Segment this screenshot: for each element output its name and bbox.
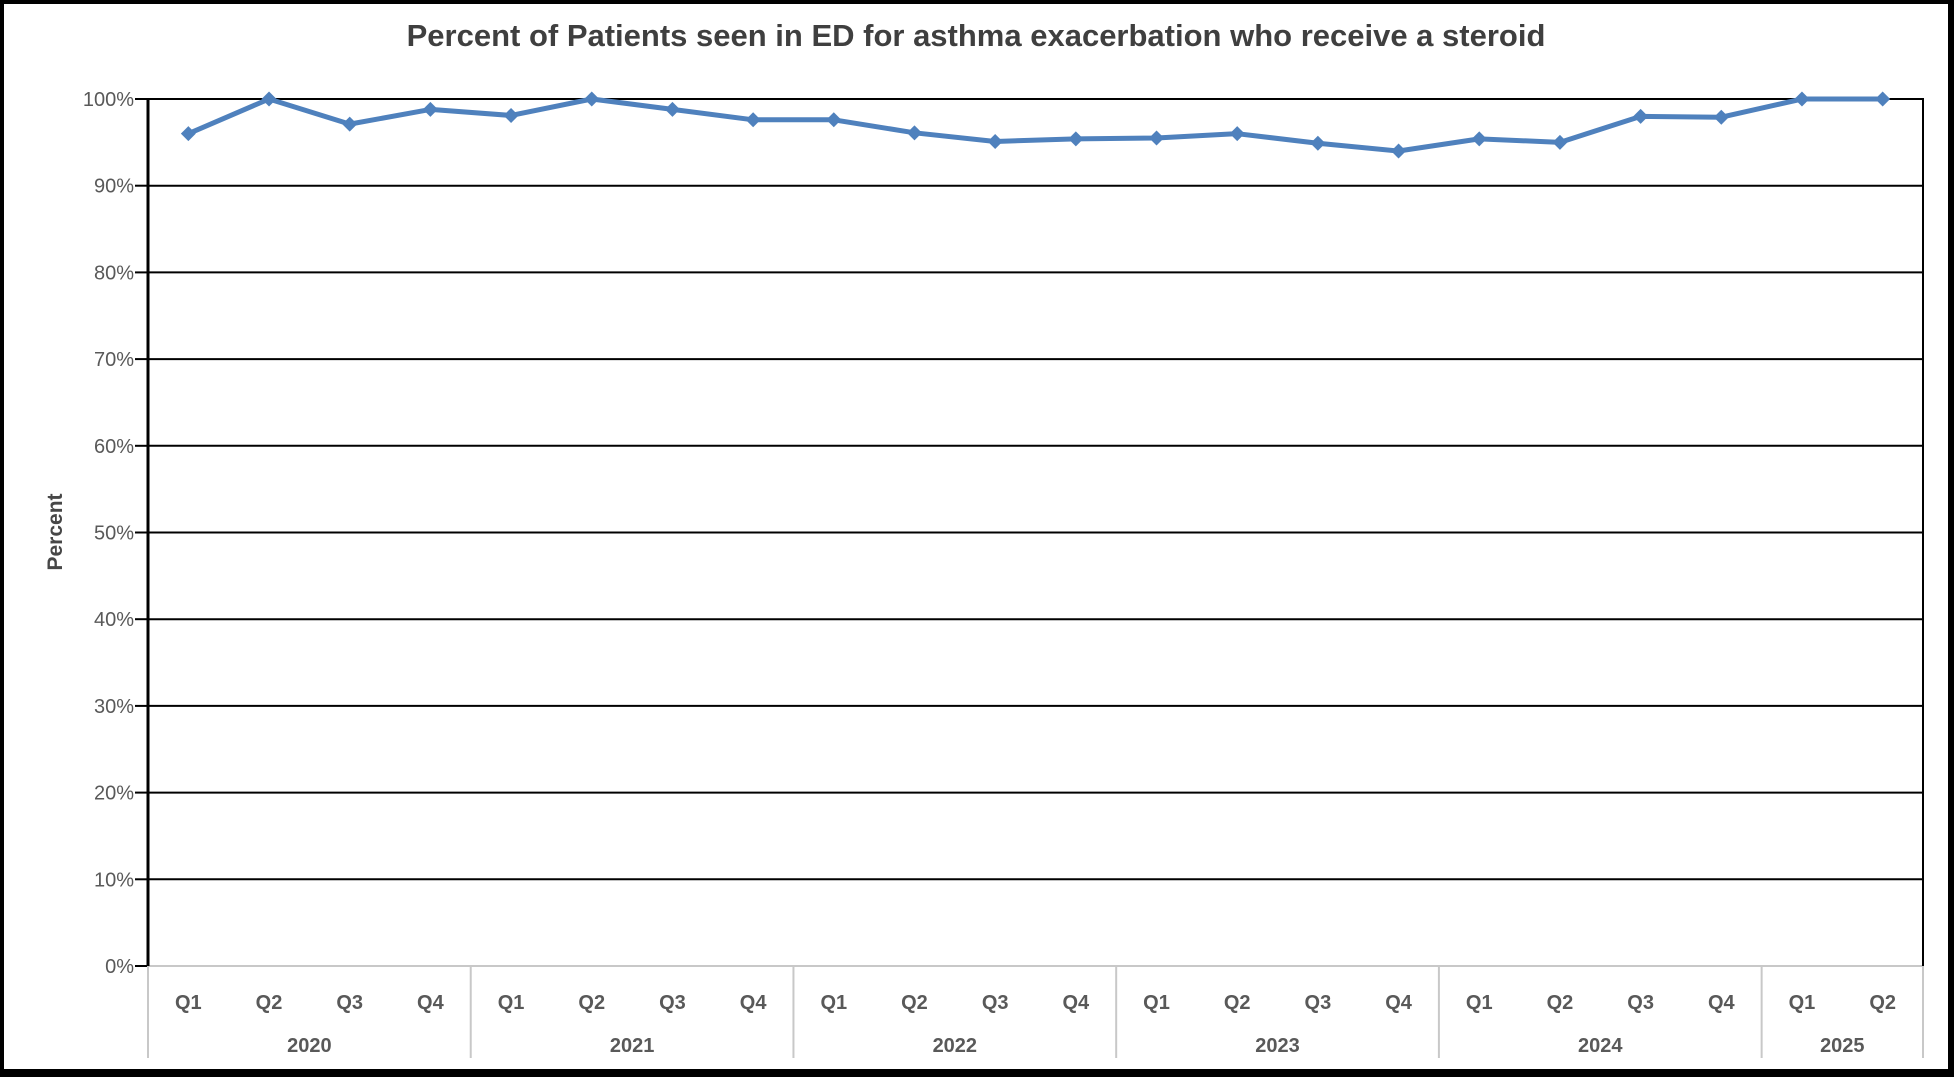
data-point-marker	[1713, 109, 1729, 125]
data-point-marker	[1068, 131, 1084, 147]
x-quarter-label: Q1	[498, 992, 525, 1014]
data-point-marker	[1149, 130, 1165, 146]
x-quarter-label: Q4	[1385, 992, 1413, 1014]
x-quarter-label: Q2	[901, 992, 928, 1014]
x-quarter-label: Q2	[1869, 992, 1896, 1014]
x-year-label: 2023	[1255, 1035, 1300, 1057]
data-point-marker	[1552, 134, 1568, 150]
x-year-label: 2022	[933, 1035, 978, 1057]
data-point-marker	[342, 116, 358, 132]
line-chart-plot: 100% 90% 80% 70% 60% 50% 40% 30% 20% 10% 0% Q1 Q2 Q3 Q…	[83, 89, 1924, 1058]
y-tick-label: 40%	[94, 609, 134, 631]
data-point-marker	[1875, 91, 1891, 107]
x-quarter-label: Q3	[1305, 992, 1332, 1014]
x-quarter-label: Q1	[1466, 992, 1493, 1014]
data-point-marker	[422, 101, 438, 117]
x-quarter-label: Q4	[1062, 992, 1090, 1014]
data-point-marker	[261, 91, 277, 107]
data-point-marker	[1310, 135, 1326, 151]
y-tick-label: 60%	[94, 436, 134, 458]
x-year-label: 2024	[1578, 1035, 1623, 1057]
y-tick-label: 70%	[94, 349, 134, 371]
series-line	[185, 96, 1886, 154]
data-point-marker	[1391, 143, 1407, 159]
x-quarter-label: Q2	[256, 992, 283, 1014]
x-quarter-label: Q3	[1627, 992, 1654, 1014]
x-quarter-label: Q1	[1143, 992, 1170, 1014]
x-quarter-label: Q3	[982, 992, 1009, 1014]
x-quarter-label: Q4	[1708, 992, 1736, 1014]
data-point-marker	[664, 101, 680, 117]
x-quarter-label: Q2	[578, 992, 605, 1014]
y-tick-label: 0%	[105, 956, 134, 978]
x-quarter-label: Q1	[1789, 992, 1816, 1014]
data-point-marker	[1633, 108, 1649, 124]
y-tick-label: 20%	[94, 783, 134, 805]
data-point-marker	[906, 125, 922, 141]
data-point-marker	[987, 133, 1003, 149]
data-point-marker	[1794, 91, 1810, 107]
y-tick-label: 80%	[94, 262, 134, 284]
y-tick-label: 10%	[94, 869, 134, 891]
data-point-marker	[503, 107, 519, 123]
x-year-label: 2025	[1820, 1035, 1865, 1057]
x-quarter-label: Q4	[417, 992, 445, 1014]
data-point-marker	[745, 112, 761, 128]
x-quarter-label: Q2	[1547, 992, 1574, 1014]
data-point-marker	[1471, 131, 1487, 147]
data-point-marker	[180, 126, 196, 142]
x-quarter-label: Q2	[1224, 992, 1251, 1014]
x-year-label: 2021	[610, 1035, 655, 1057]
x-quarter-label: Q1	[820, 992, 847, 1014]
y-tick-label: 100%	[83, 89, 134, 111]
data-point-marker	[584, 91, 600, 107]
data-point-marker	[826, 112, 842, 128]
y-tick-label: 30%	[94, 696, 134, 718]
y-tick-label: 90%	[94, 176, 134, 198]
chart-title: Percent of Patients seen in ED for asthm…	[406, 18, 1546, 53]
x-quarter-label: Q4	[740, 992, 768, 1014]
x-quarter-label: Q3	[659, 992, 686, 1014]
x-year-label: 2020	[287, 1035, 332, 1057]
y-tick-label: 50%	[94, 523, 134, 545]
data-point-marker	[1229, 126, 1245, 142]
x-quarter-label: Q1	[175, 992, 202, 1014]
x-quarter-label: Q3	[336, 992, 363, 1014]
